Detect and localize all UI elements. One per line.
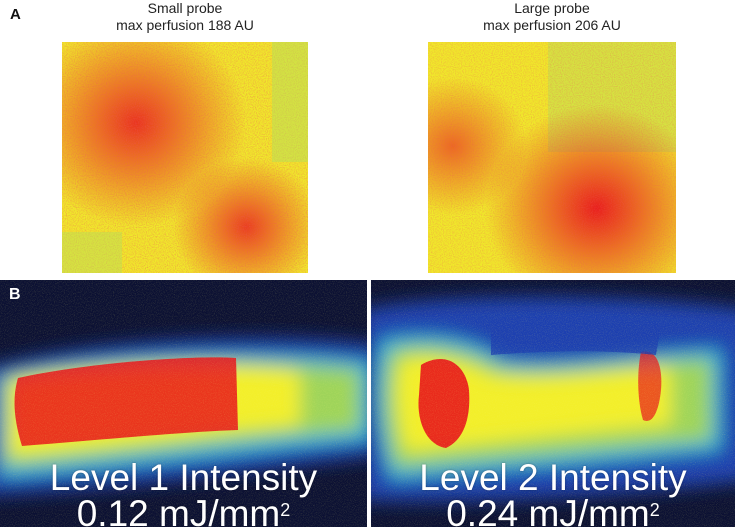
level-1-label: Level 1 Intensity (49, 457, 318, 498)
level-2-energy: 0.24 mJ/mm2 (371, 493, 735, 527)
level-2-energy-value: 0.24 mJ/mm (446, 493, 650, 527)
level-2-intensity-text: Level 2 Intensity 0.24 mJ/mm2 (371, 457, 735, 527)
level-1-energy: 0.12 mJ/mm2 (0, 493, 367, 527)
level-1-intensity-image: Level 1 Intensity 0.12 mJ/mm2 (0, 280, 367, 527)
level-2-label: Level 2 Intensity (419, 457, 687, 498)
small-probe-title: Small probe (147, 0, 223, 16)
large-probe-perfusion-image (428, 42, 676, 273)
level-1-energy-exponent: 2 (280, 500, 291, 520)
small-probe-perfusion-image (62, 42, 308, 273)
level-2-energy-exponent: 2 (649, 500, 660, 520)
level-2-intensity-image: Level 2 Intensity 0.24 mJ/mm2 (371, 280, 735, 527)
large-probe-title: Large probe (514, 0, 590, 16)
large-probe-caption: Large probe max perfusion 206 AU (428, 0, 676, 34)
small-probe-caption: Small probe max perfusion 188 AU (62, 0, 308, 34)
level-1-intensity-text: Level 1 Intensity 0.12 mJ/mm2 (0, 457, 367, 527)
level-1-energy-value: 0.12 mJ/mm (76, 493, 281, 527)
large-probe-subtitle: max perfusion 206 AU (483, 17, 621, 33)
small-probe-subtitle: max perfusion 188 AU (116, 17, 254, 33)
panel-a-label: A (10, 6, 21, 23)
panel-b-label: B (9, 286, 21, 303)
